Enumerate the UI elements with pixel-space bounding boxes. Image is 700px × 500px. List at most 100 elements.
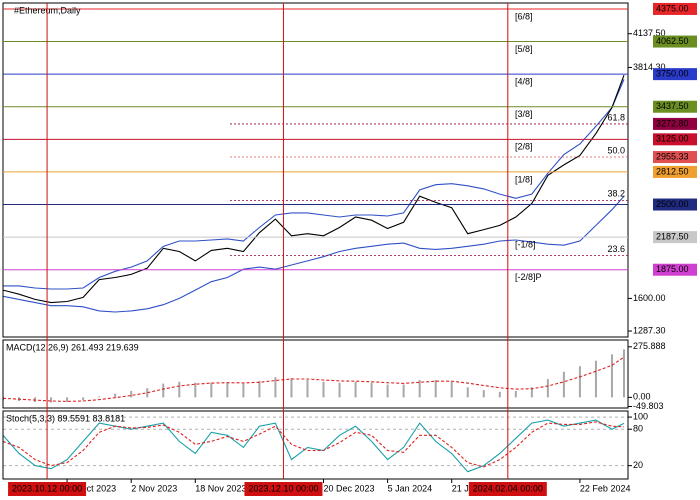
- y-tick-label: 1287.30: [633, 325, 666, 335]
- fib-label: 61.8: [607, 112, 625, 122]
- level-tag: [4/8]: [515, 77, 533, 87]
- y-tick-label: 3814.30: [633, 62, 666, 72]
- histogram-bar: [418, 379, 421, 398]
- histogram-bar: [114, 393, 117, 398]
- histogram-bar: [274, 377, 277, 398]
- level-tag: [3/8]: [515, 109, 533, 119]
- histogram-bar: [290, 378, 293, 398]
- y-tick-label: 100: [633, 411, 648, 421]
- x-tick-label: 18 Nov 2023: [195, 483, 246, 493]
- histogram-bar: [402, 384, 405, 398]
- fib-axis-label: 2955.33: [656, 151, 689, 161]
- level-axis-label: 2500.00: [656, 199, 689, 209]
- panel-title: Stoch(5,3,3) 89.5591 83.8181: [6, 413, 125, 423]
- x-tick-label: 5 Jan 2024: [388, 483, 433, 493]
- histogram-bar: [82, 397, 85, 401]
- histogram-bar: [194, 382, 197, 398]
- level-axis-label: 4375.00: [656, 3, 689, 13]
- panel-frame: [2, 339, 629, 409]
- histogram-bar: [98, 396, 101, 398]
- histogram-bar: [434, 379, 437, 398]
- histogram-bar: [546, 379, 549, 398]
- histogram-bar: [210, 382, 213, 398]
- y-tick-label: 0.00: [633, 392, 651, 402]
- fib-axis-label: 3272.80: [656, 118, 689, 128]
- histogram-bar: [594, 360, 597, 398]
- series-line: [3, 195, 625, 313]
- x-tick-label: 22 Feb 2024: [580, 483, 631, 493]
- histogram-bar: [162, 383, 165, 398]
- histogram-bar: [130, 390, 133, 398]
- histogram-bar: [514, 390, 517, 398]
- y-tick-label: -49.803: [633, 401, 664, 411]
- level-axis-box: [653, 198, 697, 211]
- plot-area: [3, 75, 625, 313]
- panel-frame: [2, 410, 629, 480]
- panel-title: MACD(12,26,9) 261.493 219.639: [6, 342, 139, 352]
- series-line: [3, 79, 625, 290]
- level-axis-box: [653, 2, 697, 15]
- level-axis-box: [653, 165, 697, 178]
- level-axis-box: [653, 133, 697, 146]
- marker-box: [8, 482, 87, 496]
- level-axis-box: [653, 68, 697, 81]
- histogram-bar: [530, 387, 533, 398]
- y-tick-label: 4137.50: [633, 28, 666, 38]
- histogram-bar: [610, 354, 613, 398]
- panel-frame: [2, 2, 629, 338]
- histogram-bar: [578, 366, 581, 398]
- histogram-bar: [306, 379, 309, 398]
- level-axis-label: 1875.00: [656, 264, 689, 274]
- level-axis-label: 3437.50: [656, 101, 689, 111]
- fib-axis-box: [653, 151, 697, 164]
- level-axis-box: [653, 231, 697, 244]
- histogram-bar: [66, 397, 69, 402]
- level-axis-label: 3750.00: [656, 69, 689, 79]
- y-tick-label: 80: [633, 424, 643, 434]
- level-tag: [5/8]: [515, 44, 533, 54]
- plot-area: [3, 349, 625, 403]
- histogram-bar: [562, 371, 565, 398]
- level-tag: [-2/8]P: [515, 272, 542, 282]
- histogram-bar: [178, 381, 181, 398]
- level-axis-label: 2187.50: [656, 231, 689, 241]
- histogram-bar: [622, 349, 625, 398]
- histogram-bar: [450, 381, 453, 398]
- fib-label: 23.6: [607, 244, 625, 254]
- series-line: [3, 75, 625, 304]
- y-tick-label: 1600.00: [633, 293, 666, 303]
- histogram-bar: [146, 388, 149, 398]
- histogram-bar: [498, 391, 501, 398]
- level-axis-box: [653, 100, 697, 113]
- level-axis-box: [653, 35, 697, 48]
- histogram-bar: [386, 384, 389, 398]
- histogram-bar: [466, 387, 469, 398]
- level-tag: [6/8]: [515, 11, 533, 21]
- histogram-bar: [354, 381, 357, 398]
- histogram-bar: [258, 380, 261, 398]
- marker-label: 2024.02.04 00:00: [473, 483, 543, 493]
- y-tick-label: 275.888: [633, 341, 666, 351]
- level-axis-label: 3125.00: [656, 134, 689, 144]
- histogram-bar: [370, 382, 373, 398]
- histogram-bar: [50, 397, 53, 403]
- level-tag: [-1/8]: [515, 239, 536, 249]
- fib-label: 38.2: [607, 189, 625, 199]
- x-tick-label: 20 Dec 2023: [324, 483, 375, 493]
- x-tick-label: 2 Nov 2023: [131, 483, 177, 493]
- level-axis-label: 4062.50: [656, 36, 689, 46]
- series-line: [3, 421, 625, 468]
- series-line: [3, 419, 625, 473]
- histogram-bar: [482, 390, 485, 398]
- marker-box: [244, 482, 323, 496]
- level-axis-label: 2812.50: [656, 166, 689, 176]
- plot-area: [3, 416, 628, 473]
- marker-label: 2023.10.12 00:00: [12, 483, 82, 493]
- histogram-bar: [242, 383, 245, 398]
- level-tag: [2/8]: [515, 142, 533, 152]
- histogram-bar: [226, 382, 229, 398]
- level-tag: [1/8]: [515, 174, 533, 184]
